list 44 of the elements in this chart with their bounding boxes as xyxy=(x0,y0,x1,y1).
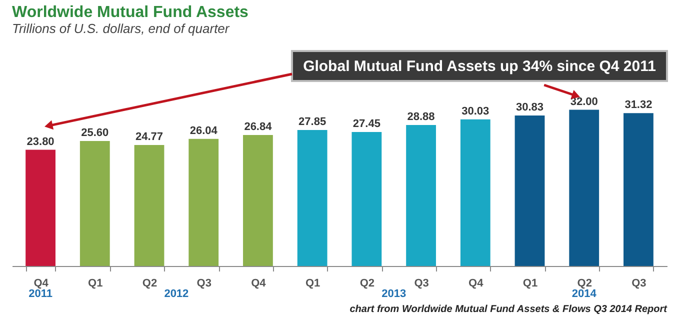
x-tick-label: Q1 xyxy=(305,278,320,290)
data-label: 23.80 xyxy=(26,136,54,148)
bar xyxy=(624,113,654,266)
data-label: 26.04 xyxy=(190,124,218,137)
x-tick-label: Q2 xyxy=(577,278,592,290)
bar xyxy=(569,110,600,266)
text: 2013 xyxy=(382,288,406,300)
x-tick-label: Q1 xyxy=(88,278,103,290)
x-tick-label: Q3 xyxy=(414,278,429,290)
x-tick-label: Q4 xyxy=(251,278,267,290)
bar xyxy=(80,141,110,266)
data-label: 31.32 xyxy=(624,99,652,112)
text: 2014 xyxy=(572,288,598,300)
data-label: 26.84 xyxy=(244,120,273,133)
x-tick-label: Q2 xyxy=(360,278,375,290)
x-tick-label: Q4 xyxy=(34,278,50,290)
x-tick-label: Q3 xyxy=(632,278,646,290)
x-tick-label: Q2 xyxy=(142,278,158,290)
text: 2012 xyxy=(164,288,189,300)
chart-subtitle: Trillions of U.S. dollars, end of quarter xyxy=(12,21,230,36)
x-tick-label: Q3 xyxy=(196,278,212,290)
text: 2011 xyxy=(28,288,52,300)
bar xyxy=(188,138,219,266)
text: chart from Worldwide Mutual Fund Assets & Flows Q3 2014 Report xyxy=(350,304,668,315)
bar xyxy=(460,119,490,266)
data-label: 27.45 xyxy=(352,118,380,130)
bar xyxy=(243,134,273,266)
bar xyxy=(26,150,56,266)
data-label: 25.60 xyxy=(81,127,109,139)
bar xyxy=(134,145,164,266)
bar xyxy=(297,130,328,266)
data-label: 28.88 xyxy=(407,110,435,123)
data-label: 30.03 xyxy=(462,105,490,118)
data-label: 32.00 xyxy=(570,96,598,108)
text: Global Mutual Fund Assets up 34% since Q4 2011 xyxy=(303,58,656,75)
data-label: 27.85 xyxy=(298,116,326,128)
data-label: 30.83 xyxy=(516,101,544,114)
data-label: 24.77 xyxy=(135,131,164,144)
chart-title: Worldwide Mutual Fund Assets xyxy=(12,4,249,21)
x-tick-label: Q1 xyxy=(522,278,538,290)
bar xyxy=(352,132,382,266)
bar xyxy=(514,115,545,266)
x-tick-label: Q4 xyxy=(468,278,484,290)
bar xyxy=(406,124,436,266)
